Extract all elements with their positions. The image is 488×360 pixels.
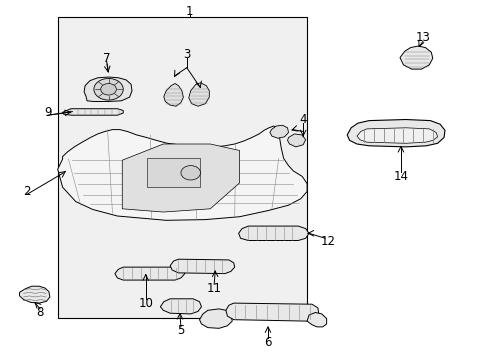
Text: 11: 11 [206,282,221,295]
Text: 14: 14 [393,170,407,183]
Text: 8: 8 [36,306,44,319]
Text: 2: 2 [23,185,31,198]
Circle shape [101,84,116,95]
Text: 5: 5 [177,324,184,337]
Text: 4: 4 [299,113,306,126]
Polygon shape [238,226,308,240]
Text: 1: 1 [185,5,193,18]
Text: 13: 13 [415,31,429,44]
Polygon shape [146,158,200,187]
Text: 12: 12 [321,235,335,248]
Text: 3: 3 [183,48,190,61]
Text: 10: 10 [138,297,153,310]
Polygon shape [163,84,183,106]
Polygon shape [20,286,50,303]
Polygon shape [58,126,306,220]
Polygon shape [356,128,437,143]
Circle shape [181,166,200,180]
Polygon shape [115,267,184,280]
Polygon shape [199,309,232,328]
Polygon shape [225,303,318,321]
Polygon shape [188,83,209,106]
Polygon shape [170,259,234,274]
Polygon shape [269,125,288,138]
Polygon shape [122,144,239,212]
Text: 9: 9 [44,106,52,119]
Circle shape [94,78,123,100]
Bar [58,17,306,318]
Polygon shape [399,46,432,69]
Polygon shape [346,120,444,147]
Polygon shape [306,312,326,327]
Text: 7: 7 [102,52,110,65]
Polygon shape [84,77,132,102]
Polygon shape [287,134,305,147]
Polygon shape [160,299,201,314]
Text: 6: 6 [264,336,271,349]
Polygon shape [62,109,123,115]
